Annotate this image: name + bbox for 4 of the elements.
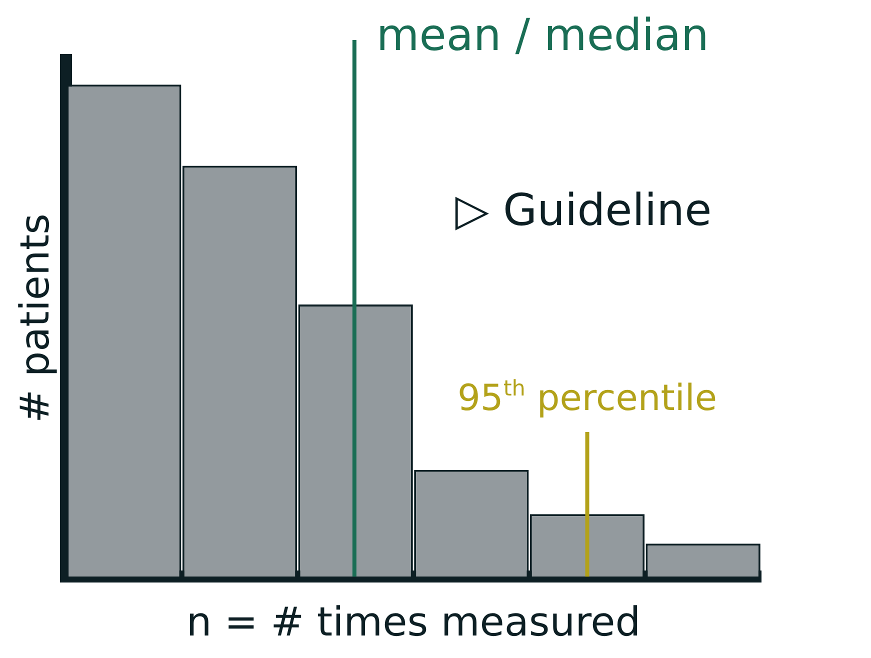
y-axis-title: # patients [12,214,58,424]
annotation: ▷ Guideline [455,185,712,236]
text: mean / median [376,10,709,61]
x-axis-title: n = # times measured [186,599,641,646]
